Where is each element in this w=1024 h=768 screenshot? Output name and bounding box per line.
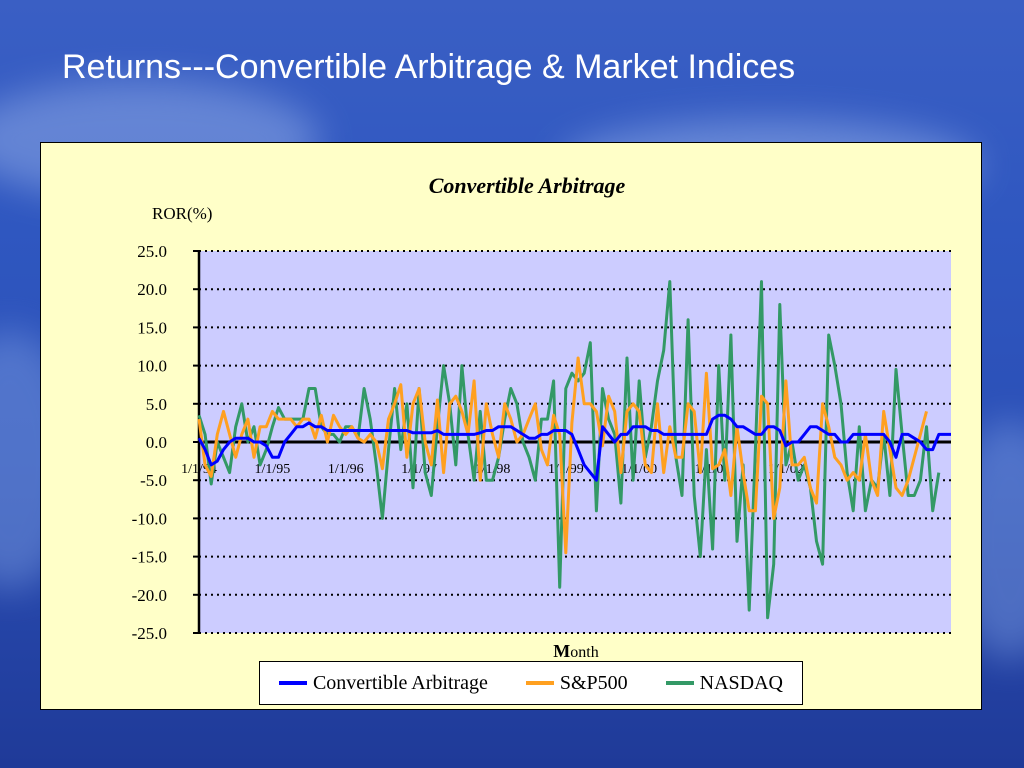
y-tick-label: -5.0 bbox=[140, 471, 167, 490]
chart-legend: Convertible Arbitrage S&P500 NASDAQ bbox=[259, 661, 803, 705]
x-tick-label: 1/1/99 bbox=[548, 462, 584, 477]
y-tick-label: 0.0 bbox=[146, 433, 167, 452]
legend-label-convertible-arbitrage: Convertible Arbitrage bbox=[312, 671, 488, 694]
y-tick-label: 5.0 bbox=[146, 395, 167, 414]
x-tick-label: 1/1/95 bbox=[254, 462, 290, 477]
convertible-arbitrage-chart: Convertible Arbitrage ROR(%) Month 25.0 20.0… bbox=[132, 173, 951, 661]
legend-swatch-sp500 bbox=[525, 681, 554, 685]
y-tick-label: -10.0 bbox=[132, 509, 167, 528]
y-tick-label: -20.0 bbox=[132, 586, 167, 605]
x-tick-label: 1/1/00 bbox=[621, 462, 657, 477]
series-line-sp500 bbox=[197, 356, 928, 555]
y-axis-label: ROR(%) bbox=[152, 204, 212, 223]
legend-item-convertible-arbitrage: Convertible Arbitrage bbox=[278, 671, 488, 695]
legend-swatch-convertible-arbitrage bbox=[278, 681, 307, 685]
y-tick-label: -15.0 bbox=[132, 548, 167, 567]
chart-frame: Convertible Arbitrage ROR(%) Month 25.0 20.0… bbox=[40, 142, 982, 710]
x-tick-label: 1/1/96 bbox=[328, 462, 364, 477]
y-tick-label: 10.0 bbox=[137, 357, 167, 376]
y-tick-label: 20.0 bbox=[137, 280, 167, 299]
legend-label-sp500: S&P500 bbox=[559, 671, 628, 694]
chart-title: Convertible Arbitrage bbox=[429, 173, 626, 198]
legend-item-sp500: S&P500 bbox=[525, 671, 628, 695]
y-tick-label: -25.0 bbox=[132, 624, 167, 643]
legend-item-nasdaq: NASDAQ bbox=[665, 671, 783, 695]
y-tick-label: 15.0 bbox=[137, 318, 167, 337]
y-tick-label: 25.0 bbox=[137, 242, 167, 261]
legend-label-nasdaq: NASDAQ bbox=[699, 671, 783, 694]
slide-title: Returns---Convertible Arbitrage & Market… bbox=[62, 48, 796, 86]
x-axis-label: Month bbox=[553, 641, 598, 661]
series-line-convertible-arbitrage bbox=[197, 413, 951, 482]
legend-swatch-nasdaq bbox=[665, 681, 694, 685]
